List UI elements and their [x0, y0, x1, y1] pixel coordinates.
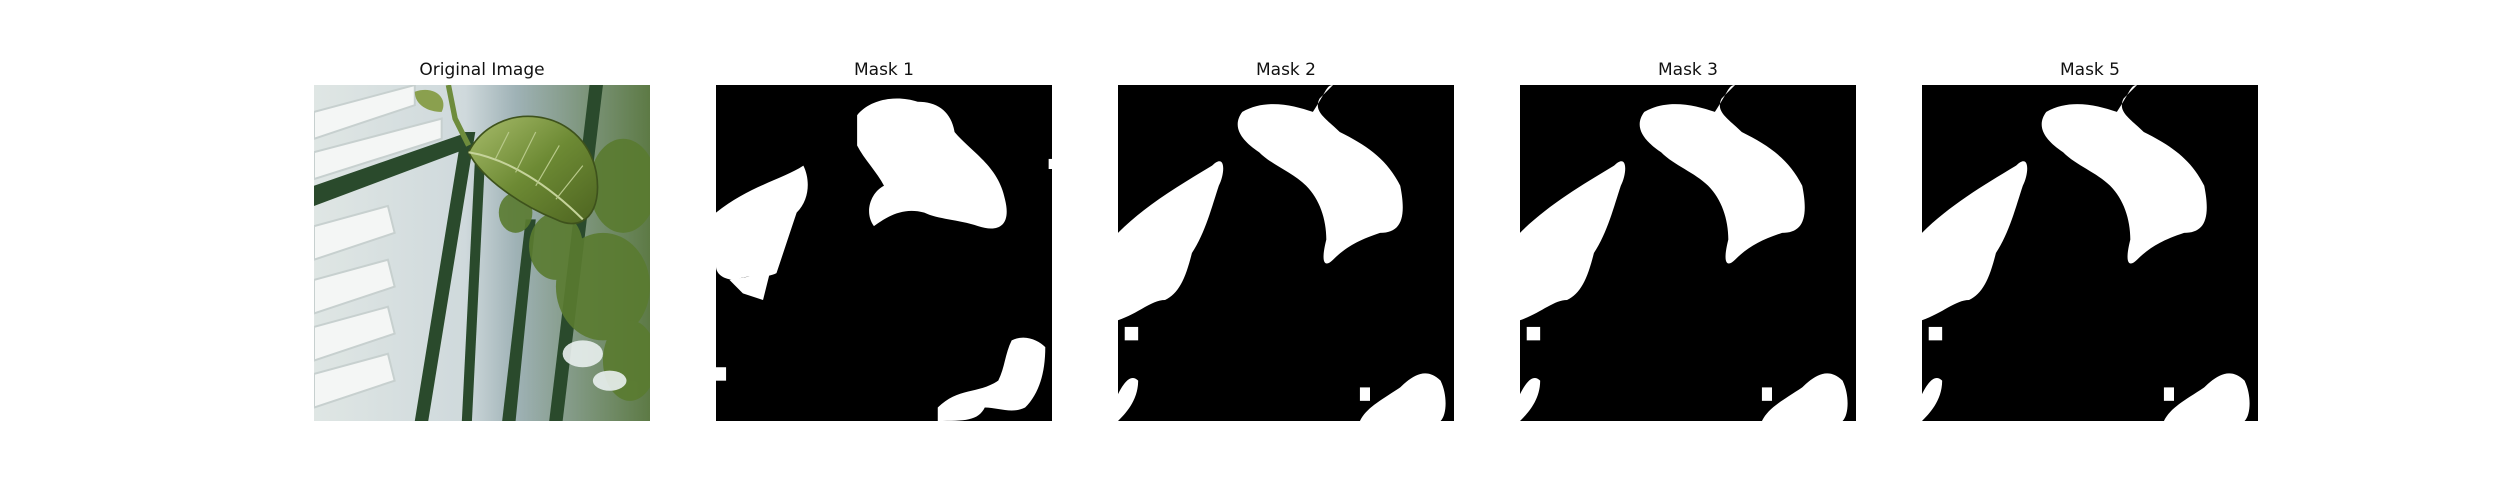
- original-photo-graphic: [314, 85, 650, 421]
- mask-5: [1922, 85, 2258, 421]
- mask-2-graphic: [1118, 85, 1454, 421]
- mask-1: [716, 85, 1052, 421]
- mask-2-title: Mask 2: [1255, 60, 1316, 80]
- mask-5-graphic: [1922, 85, 2258, 421]
- mask-1-title: Mask 1: [853, 60, 914, 80]
- mask-5-title: Mask 5: [2059, 60, 2120, 80]
- original-image-title: Original Image: [419, 60, 545, 80]
- mask-3-title: Mask 3: [1657, 60, 1718, 80]
- mask-3: [1520, 85, 1856, 421]
- mask-1-graphic: [716, 85, 1052, 421]
- mask-3-graphic: [1520, 85, 1856, 421]
- original-image: [314, 85, 650, 421]
- mask-2: [1118, 85, 1454, 421]
